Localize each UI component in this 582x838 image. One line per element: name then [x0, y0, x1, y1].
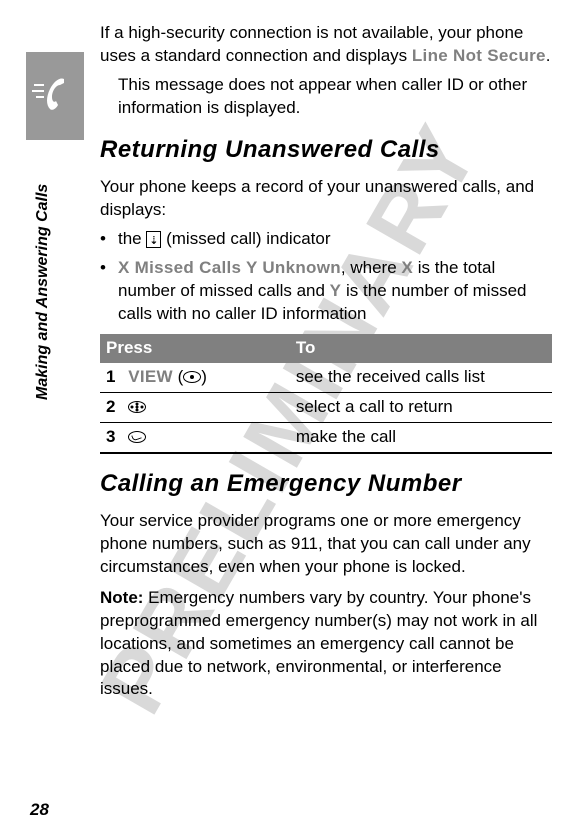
table-row: 3 make the call [100, 422, 552, 452]
col-press: Press [100, 334, 290, 363]
softkey-icon [183, 371, 201, 383]
intro-paragraph-2: This message does not appear when caller… [118, 74, 552, 120]
key-view-label: VIEW [128, 367, 173, 386]
section2-note: Note: Emergency numbers vary by country.… [100, 587, 552, 702]
row-to: see the received calls list [290, 363, 552, 392]
intro-paragraph-1: If a high-security connection is not ava… [100, 22, 552, 68]
text: . [546, 46, 551, 65]
phone-icon [30, 71, 80, 121]
bullet-missed-count: X Missed Calls Y Unknown, where X is the… [100, 257, 552, 326]
row-to: make the call [290, 422, 552, 452]
code-line-not-secure: Line Not Secure [412, 46, 546, 65]
page-number: 28 [30, 800, 49, 820]
chapter-side-label: Making and Answering Calls [34, 184, 52, 400]
var-x: X [401, 258, 413, 277]
text: the [118, 229, 146, 248]
var-y: Y [330, 281, 342, 300]
row-num: 3 [106, 427, 123, 446]
body-content: If a high-security connection is not ava… [100, 22, 552, 701]
heading-returning-calls: Returning Unanswered Calls [100, 134, 552, 166]
col-to: To [290, 334, 552, 363]
note-label: Note: [100, 588, 143, 607]
text: , where [341, 258, 401, 277]
press-table: Press To 1 VIEW () see the received call… [100, 334, 552, 454]
text: (missed call) indicator [161, 229, 330, 248]
bullet-missed-indicator: the ⇣ (missed call) indicator [100, 228, 552, 251]
row-to: select a call to return [290, 392, 552, 422]
table-row: 1 VIEW () see the received calls list [100, 363, 552, 392]
table-row: 2 select a call to return [100, 392, 552, 422]
section2-p1: Your service provider programs one or mo… [100, 510, 552, 579]
chapter-icon-box [26, 52, 84, 140]
row-num: 2 [106, 397, 123, 416]
page-container: Making and Answering Calls If a high-sec… [0, 0, 582, 838]
code-missed-calls: X Missed Calls Y Unknown [118, 258, 341, 277]
note-text: Emergency numbers vary by country. Your … [100, 588, 537, 699]
heading-emergency: Calling an Emergency Number [100, 468, 552, 500]
bullet-list: the ⇣ (missed call) indicator X Missed C… [100, 228, 552, 326]
section1-lead: Your phone keeps a record of your unansw… [100, 176, 552, 222]
text: ) [201, 367, 207, 386]
nav-key-icon [128, 401, 146, 413]
send-key-icon [128, 431, 146, 443]
missed-call-icon: ⇣ [146, 231, 161, 248]
row-num: 1 [106, 367, 123, 386]
